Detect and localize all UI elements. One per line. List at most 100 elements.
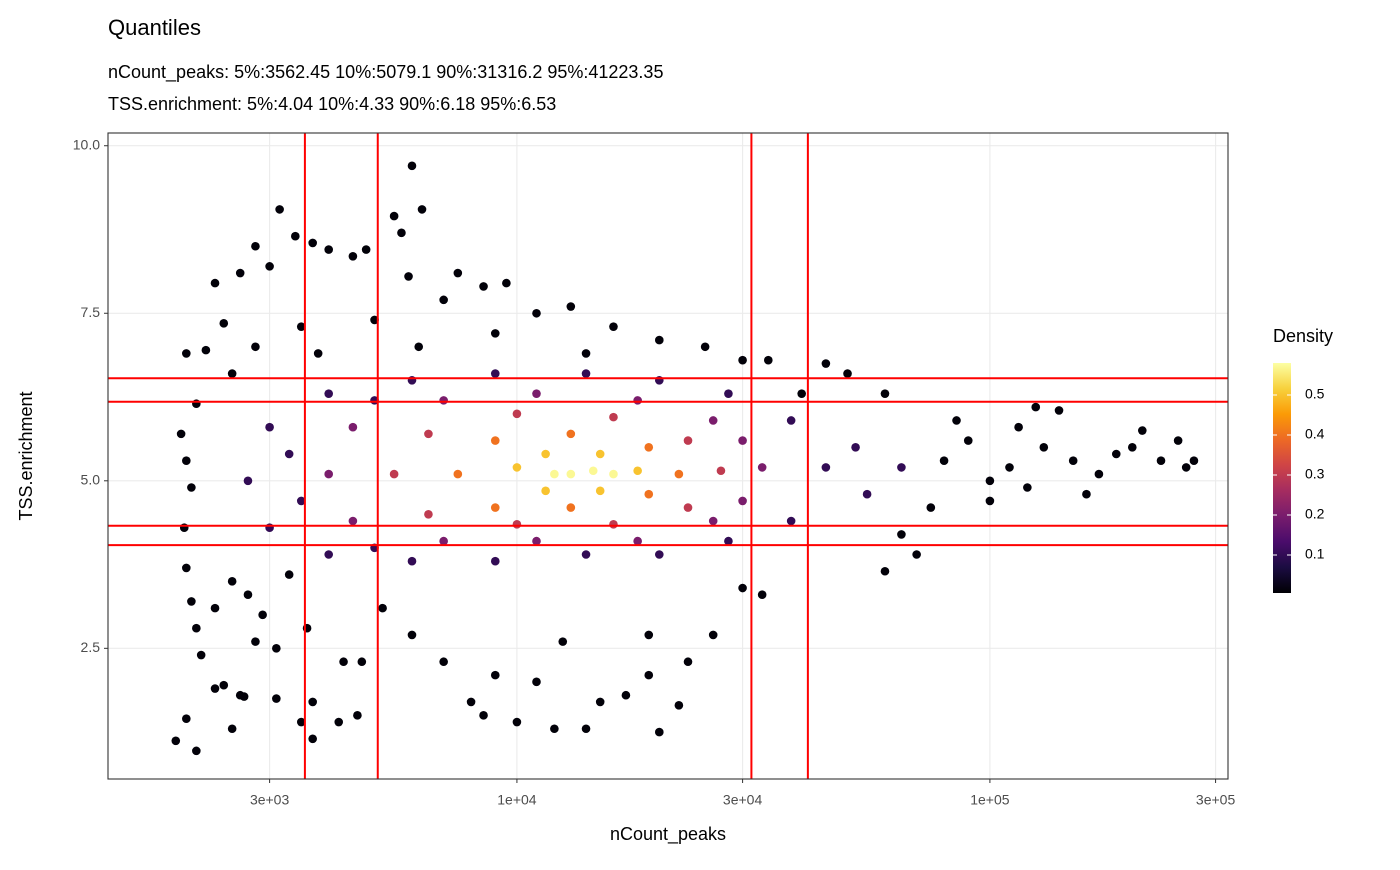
- point: [296, 322, 306, 331]
- subtitle: nCount_peaks: 5%:3562.45 10%:5079.1 90%:…: [108, 62, 663, 83]
- point: [479, 711, 488, 720]
- colorbar-label: 0.2: [1305, 506, 1325, 522]
- point: [724, 389, 733, 398]
- point: [258, 610, 267, 620]
- point: [243, 476, 253, 486]
- point: [296, 496, 306, 506]
- point: [541, 449, 550, 459]
- colorbar-label: 0.4: [1305, 426, 1325, 442]
- point: [389, 469, 399, 479]
- point: [595, 449, 605, 459]
- point: [683, 657, 693, 667]
- point: [716, 466, 726, 476]
- point: [633, 466, 642, 476]
- point: [219, 319, 229, 328]
- x-tick-label: 3e+05: [1196, 792, 1236, 808]
- point: [821, 359, 831, 368]
- point: [985, 496, 995, 506]
- point: [182, 456, 191, 465]
- point: [348, 422, 358, 432]
- point: [490, 556, 500, 566]
- point: [595, 697, 605, 707]
- point: [466, 697, 476, 707]
- point: [389, 211, 399, 221]
- point: [566, 469, 576, 479]
- point: [633, 396, 642, 405]
- point: [512, 717, 522, 727]
- point: [550, 469, 559, 479]
- point: [532, 308, 541, 318]
- point: [239, 692, 249, 701]
- point: [479, 282, 488, 291]
- point: [182, 349, 191, 358]
- point: [655, 727, 664, 737]
- point: [674, 469, 684, 479]
- point: [738, 496, 747, 506]
- colorbar-label: 0.3: [1305, 466, 1325, 482]
- point: [370, 315, 379, 325]
- point: [313, 349, 323, 358]
- point: [182, 714, 191, 723]
- chart-title: Quantiles: [108, 15, 201, 40]
- point: [532, 677, 541, 687]
- point: [219, 680, 229, 690]
- point: [1082, 489, 1091, 499]
- point: [880, 566, 890, 576]
- point: [939, 456, 949, 465]
- point: [952, 416, 961, 425]
- x-tick-label: 3e+03: [250, 792, 290, 808]
- point: [284, 570, 294, 579]
- point: [407, 161, 417, 171]
- point: [1031, 402, 1041, 412]
- point: [272, 694, 281, 703]
- x-tick-label: 1e+04: [497, 792, 537, 808]
- point: [738, 583, 747, 593]
- point: [738, 355, 747, 365]
- point: [880, 389, 890, 398]
- point: [275, 205, 284, 214]
- point: [324, 245, 333, 254]
- point: [655, 550, 664, 559]
- point: [1005, 463, 1014, 472]
- panel: [108, 133, 1228, 779]
- point: [724, 536, 733, 546]
- point: [1111, 449, 1121, 459]
- point: [490, 503, 500, 512]
- point: [439, 295, 448, 305]
- colorbar: [1273, 363, 1291, 593]
- point: [581, 550, 591, 559]
- point: [644, 630, 654, 640]
- point: [512, 463, 522, 472]
- point: [700, 342, 710, 352]
- point: [324, 469, 333, 479]
- point: [265, 262, 274, 271]
- point: [581, 349, 591, 358]
- point: [439, 657, 448, 667]
- point: [512, 520, 522, 529]
- point: [210, 684, 220, 693]
- point: [417, 205, 427, 214]
- y-axis-label: TSS.enrichment: [16, 391, 36, 520]
- point: [490, 329, 500, 338]
- point: [843, 369, 852, 378]
- y-tick-label: 7.5: [81, 304, 101, 320]
- x-axis-label: nCount_peaks: [610, 824, 726, 845]
- point: [424, 429, 433, 439]
- point: [674, 700, 684, 710]
- point: [1189, 456, 1199, 465]
- point: [558, 637, 568, 646]
- point: [378, 603, 387, 613]
- point: [683, 503, 693, 512]
- point: [708, 630, 718, 640]
- point: [851, 442, 860, 452]
- y-tick-label: 10.0: [73, 136, 100, 152]
- point: [192, 746, 201, 756]
- point: [532, 389, 541, 398]
- x-tick-label: 3e+04: [723, 792, 763, 808]
- point: [644, 670, 654, 680]
- point: [1127, 442, 1137, 452]
- point: [361, 245, 371, 254]
- point: [1181, 463, 1191, 472]
- panel-border: [107, 132, 1229, 780]
- point: [187, 483, 196, 492]
